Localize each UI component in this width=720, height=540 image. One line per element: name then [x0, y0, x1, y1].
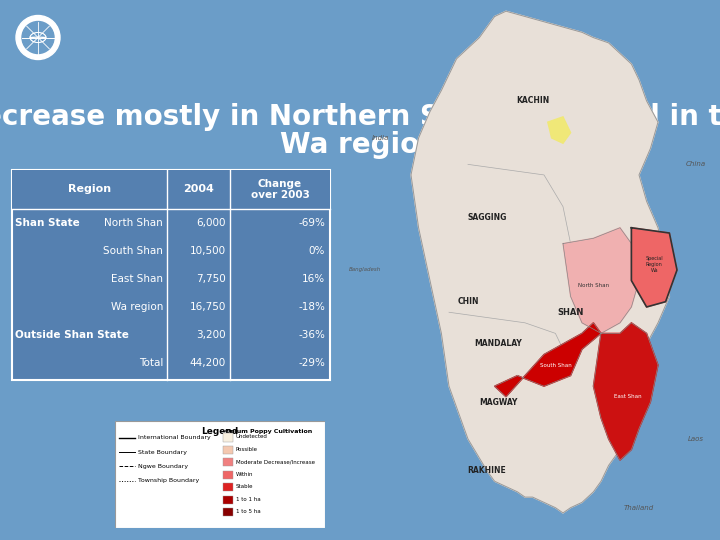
Text: MANDALAY: MANDALAY — [474, 340, 522, 348]
Text: Undetected: Undetected — [236, 434, 268, 440]
Text: Ngwe Boundary: Ngwe Boundary — [138, 464, 188, 469]
Text: 6,000: 6,000 — [197, 218, 226, 228]
Polygon shape — [563, 228, 639, 333]
Text: Special
Region
Wa: Special Region Wa — [645, 256, 663, 273]
Bar — [223, 433, 233, 442]
Text: East Shan: East Shan — [111, 274, 163, 284]
Text: -36%: -36% — [298, 330, 325, 340]
Text: Wa region: Wa region — [281, 131, 439, 159]
Polygon shape — [548, 117, 571, 143]
Text: India: India — [372, 135, 390, 141]
Text: Possible: Possible — [236, 447, 258, 452]
Text: 3,200: 3,200 — [197, 330, 226, 340]
Bar — [12, 170, 330, 209]
Text: Decrease mostly in Northern Shan State and in the: Decrease mostly in Northern Shan State a… — [0, 103, 720, 131]
Text: 44,200: 44,200 — [190, 358, 226, 368]
Text: Total: Total — [139, 358, 163, 368]
Text: RAKHINE: RAKHINE — [467, 466, 506, 475]
Text: Stable: Stable — [236, 484, 253, 489]
Text: 2004: 2004 — [183, 184, 214, 194]
Text: Outside Shan State: Outside Shan State — [15, 330, 129, 340]
Text: Wa region: Wa region — [111, 302, 163, 312]
Bar — [223, 471, 233, 479]
Text: International Boundary: International Boundary — [138, 435, 211, 441]
Text: Thailand: Thailand — [624, 505, 654, 511]
Bar — [223, 446, 233, 454]
Circle shape — [10, 10, 66, 65]
Text: Change
over 2003: Change over 2003 — [251, 179, 310, 200]
Text: 0%: 0% — [309, 246, 325, 256]
Text: 7,750: 7,750 — [197, 274, 226, 284]
Text: -69%: -69% — [298, 218, 325, 228]
Text: North Shan: North Shan — [578, 284, 609, 288]
Text: CHIN: CHIN — [457, 297, 479, 306]
Circle shape — [22, 22, 54, 53]
Polygon shape — [495, 323, 601, 397]
Text: -29%: -29% — [298, 358, 325, 368]
Text: 16,750: 16,750 — [189, 302, 226, 312]
Text: China: China — [686, 161, 706, 167]
Polygon shape — [411, 11, 670, 513]
Text: Moderate Decrease/Increase: Moderate Decrease/Increase — [236, 459, 315, 464]
Text: KACHIN: KACHIN — [516, 97, 549, 105]
Text: Opium Poppy Cultivation: Opium Poppy Cultivation — [225, 429, 312, 434]
Text: Township Boundary: Township Boundary — [138, 478, 199, 483]
Text: -18%: -18% — [298, 302, 325, 312]
Text: SHAN: SHAN — [557, 308, 584, 317]
Circle shape — [16, 16, 60, 59]
Text: North Shan: North Shan — [104, 218, 163, 228]
Text: UNITED NATIONS: UNITED NATIONS — [72, 20, 217, 35]
Text: South Shan: South Shan — [103, 246, 163, 256]
Text: MAGWAY: MAGWAY — [480, 397, 518, 407]
Text: South Shan: South Shan — [539, 362, 571, 368]
Text: Legend: Legend — [202, 427, 238, 436]
Text: Within: Within — [236, 471, 253, 477]
Text: 10,500: 10,500 — [190, 246, 226, 256]
Bar — [223, 458, 233, 467]
Bar — [223, 508, 233, 516]
Polygon shape — [631, 228, 677, 307]
Text: 1 to 1 ha: 1 to 1 ha — [236, 497, 261, 502]
Text: Region: Region — [68, 184, 111, 194]
Text: Bangladesh: Bangladesh — [349, 267, 382, 273]
Text: State Boundary: State Boundary — [138, 450, 187, 455]
Text: 1 to 5 ha: 1 to 5 ha — [236, 509, 261, 514]
Text: East Shan: East Shan — [613, 394, 642, 399]
Polygon shape — [593, 323, 658, 460]
Text: 16%: 16% — [302, 274, 325, 284]
Text: Shan State: Shan State — [15, 218, 80, 228]
Text: Office on Drugs and Crime: Office on Drugs and Crime — [72, 40, 256, 55]
Text: Laos: Laos — [688, 436, 704, 442]
Bar — [223, 483, 233, 491]
Text: SAGGING: SAGGING — [467, 213, 507, 222]
Bar — [12, 170, 330, 380]
Bar — [223, 496, 233, 504]
